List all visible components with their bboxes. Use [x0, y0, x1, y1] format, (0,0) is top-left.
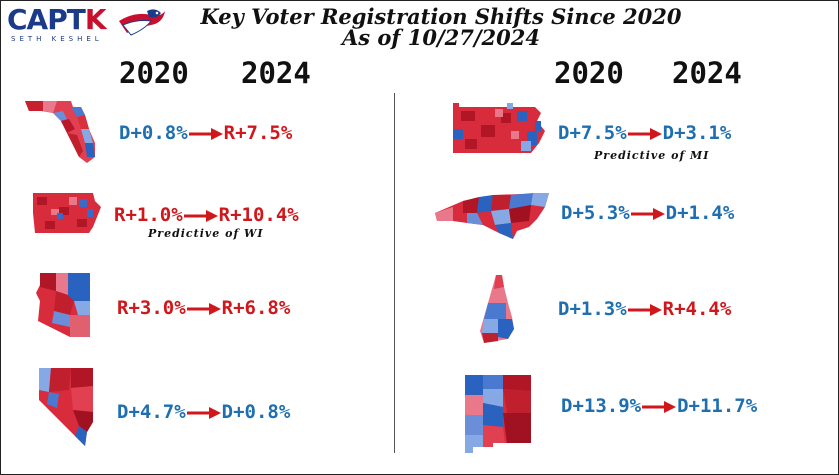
nevada-2024: D+0.8% — [221, 401, 291, 423]
right-year-from: 2020 — [554, 56, 624, 90]
new-hampshire-2020: D+1.3% — [558, 298, 627, 320]
nevada-2020: D+4.7% — [117, 401, 186, 423]
iowa-shift: R+1.0% R+10.4% — [114, 204, 299, 226]
column-divider — [394, 93, 395, 453]
florida-shift: D+0.8% R+7.5% — [119, 122, 292, 144]
eagle-flag-icon — [119, 9, 165, 36]
north-carolina-2020: D+5.3% — [561, 202, 630, 224]
arrow-right-icon — [642, 400, 677, 413]
north-carolina-shift: D+5.3% D+1.4% — [561, 202, 734, 224]
florida-2020: D+0.8% — [119, 122, 188, 144]
left-year-from: 2020 — [119, 56, 189, 90]
arrow-right-icon — [188, 127, 223, 140]
title-line-1: Key Voter Registration Shifts Since 2020 — [200, 4, 682, 29]
right-year-to: 2024 — [672, 56, 742, 90]
arrow-right-icon — [630, 207, 665, 220]
left-year-to: 2024 — [241, 56, 311, 90]
page-title: Key Voter Registration Shifts Since 2020… — [161, 6, 721, 48]
iowa-note: Predictive of WI — [148, 227, 264, 240]
iowa-2020: R+1.0% — [114, 204, 183, 226]
iowa-2024: R+10.4% — [218, 204, 299, 226]
north-carolina-map — [435, 193, 549, 239]
arizona-2024: R+6.8% — [221, 297, 291, 319]
logo-subtitle: SETH KESHEL — [11, 35, 103, 43]
arrow-right-icon — [186, 302, 221, 315]
new-mexico-map — [465, 375, 531, 453]
nevada-map — [39, 368, 93, 446]
florida-map — [25, 101, 95, 163]
pennsylvania-2020: D+7.5% — [558, 122, 627, 144]
new-mexico-shift: D+13.9% D+11.7% — [561, 395, 757, 417]
pennsylvania-map — [453, 103, 545, 153]
pennsylvania-note: Predictive of MI — [594, 149, 710, 162]
arrow-right-icon — [627, 303, 662, 316]
arrow-right-icon — [183, 209, 218, 222]
pennsylvania-shift: D+7.5% D+3.1% — [558, 122, 731, 144]
florida-2024: R+7.5% — [223, 122, 293, 144]
new-hampshire-map — [480, 275, 514, 343]
arrow-right-icon — [627, 127, 662, 140]
arizona-map — [36, 273, 90, 337]
new-hampshire-shift: D+1.3% R+4.4% — [558, 298, 731, 320]
title-line-2: As of 10/27/2024 — [341, 25, 540, 50]
new-hampshire-2024: R+4.4% — [662, 298, 732, 320]
north-carolina-2024: D+1.4% — [665, 202, 735, 224]
new-mexico-2024: D+11.7% — [677, 395, 758, 417]
arrow-right-icon — [186, 406, 221, 419]
pennsylvania-2024: D+3.1% — [662, 122, 732, 144]
arizona-2020: R+3.0% — [117, 297, 186, 319]
captk-logo: CAPTK SETH KESHEL — [7, 5, 167, 45]
iowa-map — [33, 193, 101, 233]
nevada-shift: D+4.7% D+0.8% — [117, 401, 290, 423]
new-mexico-2020: D+13.9% — [561, 395, 642, 417]
logo-wordmark: CAPTK — [7, 3, 107, 36]
arizona-shift: R+3.0% R+6.8% — [117, 297, 290, 319]
